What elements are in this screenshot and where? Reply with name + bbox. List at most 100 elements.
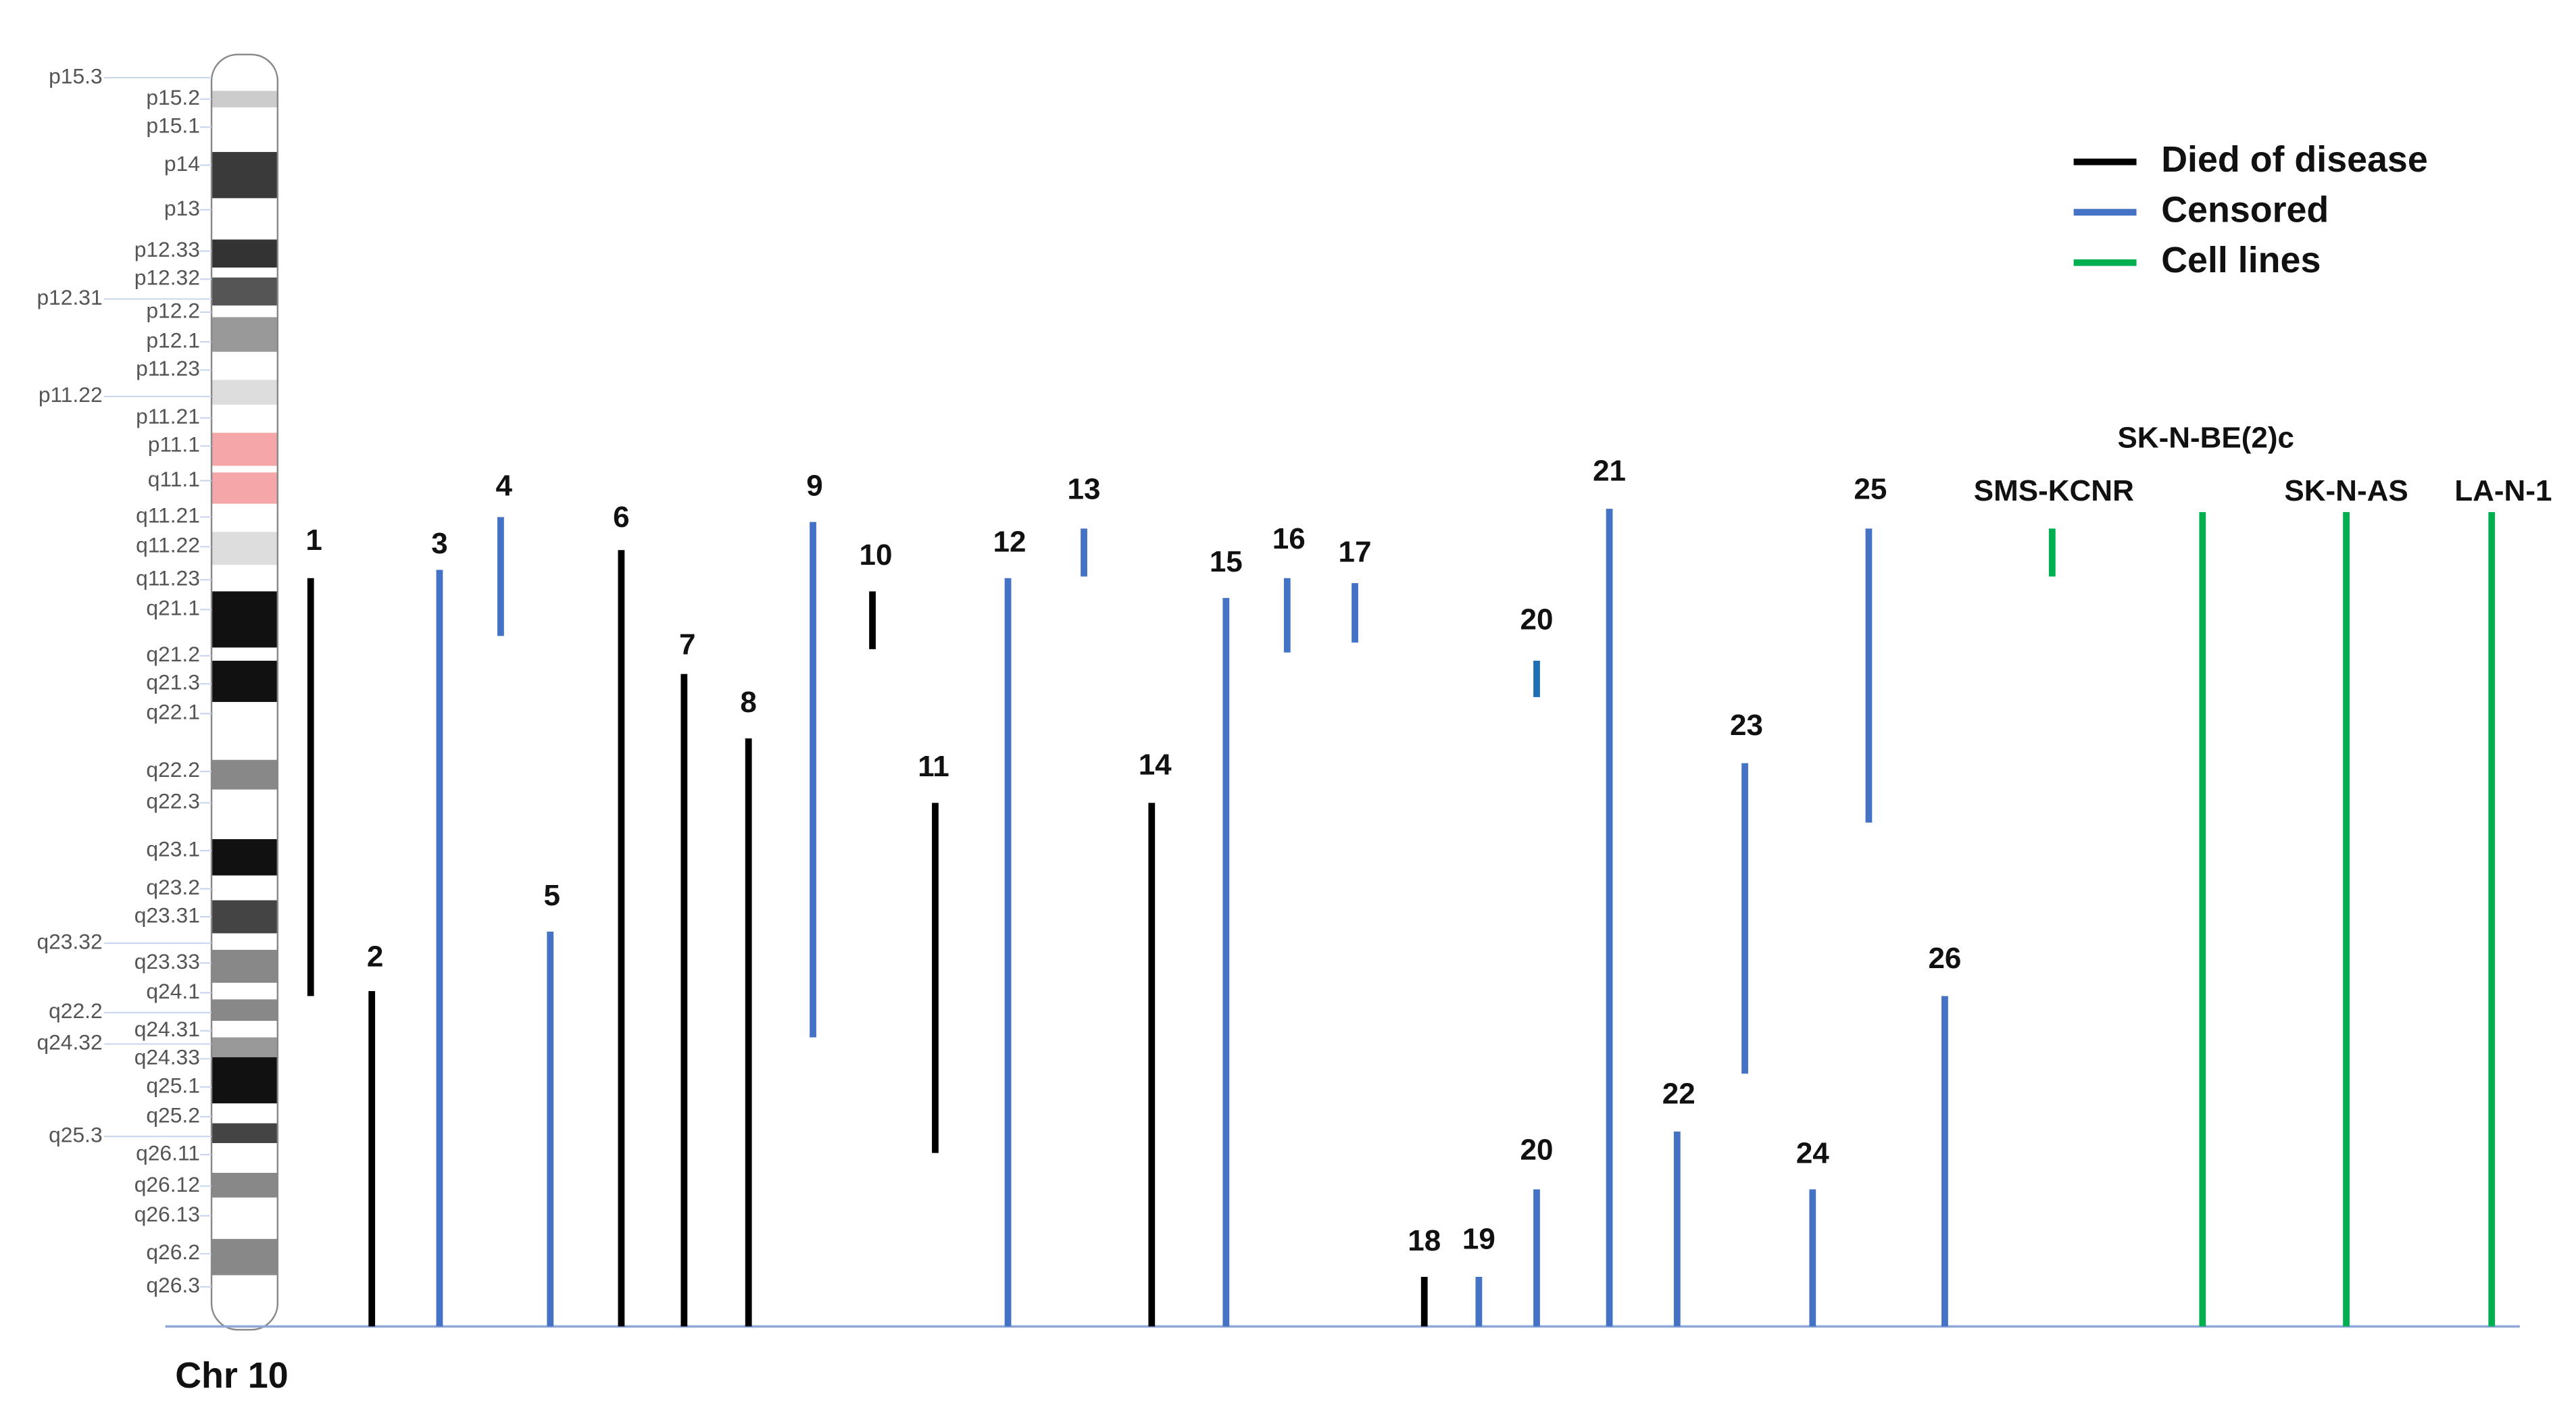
centromere-gap [280,462,291,476]
segment-label: 22 [1662,1077,1695,1110]
band-stripe [212,1103,278,1123]
band-stripe [212,1173,278,1198]
band-stripe [212,949,278,983]
band-stripe [212,702,278,760]
segment-label: 19 [1462,1222,1495,1255]
centromere-gap [198,462,209,476]
segment-label: 12 [993,526,1026,559]
band-label: p11.21 [136,404,200,428]
segment-label: 14 [1139,749,1172,782]
band-stripe [212,277,278,306]
segment-label: 20 [1520,1133,1554,1166]
legend-label: Censored [2161,189,2329,230]
band-stripe [212,591,278,648]
segment-label: 16 [1272,522,1306,555]
band-stripe [212,1037,278,1057]
band-stripe [212,661,278,703]
ideogram [212,54,278,1330]
band-label: q21.3 [146,670,200,695]
segment-label: 23 [1730,709,1763,742]
legend-label: Died of disease [2161,139,2428,180]
legend-label: Cell lines [2161,240,2321,280]
band-stripe [212,839,278,876]
segment-label: 5 [543,879,560,912]
segment-label: 13 [1068,472,1101,505]
band-stripe [212,1197,278,1239]
segment-label: 3 [431,527,447,560]
band-label: p11.22 [39,382,103,407]
segment-label: 7 [679,628,695,661]
band-label: p15.1 [146,113,200,138]
band-stripe [212,789,278,840]
band-stripe [212,107,278,152]
band-label: q25.2 [146,1103,200,1127]
band-label: q24.31 [134,1017,200,1041]
band-label: q24.1 [146,979,200,1003]
segment-label: 26 [1928,942,1961,975]
band-stripe [212,305,278,318]
band-label: p12.2 [146,299,200,323]
band-label: q23.32 [36,930,102,954]
band-label: q23.31 [134,903,200,927]
segment-label: SK-N-BE(2)c [2117,422,2294,455]
band-label: q21.2 [146,642,200,666]
segment-label: 2 [367,940,383,973]
band-label: q21.1 [146,596,200,620]
band-stripe [212,1021,278,1038]
band-stripe [212,999,278,1021]
band-stripe [212,465,278,473]
segment-label: 6 [613,501,629,534]
band-label: q26.13 [134,1202,200,1226]
band-stripe [212,1123,278,1144]
band-label: q23.33 [134,949,200,974]
segment-label: 11 [918,750,949,783]
segment-label: 17 [1339,535,1372,568]
segment-label: SMS-KCNR [1974,474,2134,507]
band-label: p11.1 [148,432,200,457]
band-label: p15.3 [49,64,103,88]
band-stripe [212,875,278,901]
band-stripe [212,1238,278,1276]
band-label: q22.3 [146,789,200,813]
band-stripe [212,57,278,91]
band-label: q26.3 [146,1273,200,1297]
band-stripe [212,1057,278,1104]
band-label: q11.21 [136,503,200,528]
band-label: q22.1 [146,700,200,724]
band-label: q11.23 [136,566,200,590]
band-stripe [212,198,278,240]
segment-label: 9 [806,470,822,503]
band-stripe [212,351,278,380]
band-label: q26.2 [146,1240,200,1264]
band-label: p12.31 [36,285,102,309]
chromosome-name: Chr 10 [175,1355,288,1396]
band-stripe [212,268,278,278]
band-stripe [212,565,278,592]
band-label: p13 [164,196,200,220]
band-label: q24.33 [134,1045,200,1069]
segment-label: 21 [1593,455,1626,488]
band-stripe [212,1275,278,1330]
band-label: p15.2 [146,85,200,109]
segment-label: 15 [1210,545,1243,578]
band-label: q11.22 [136,533,200,557]
band-stripe [212,982,278,1000]
band-stripe [212,472,278,504]
band-stripe [212,432,278,466]
segment-label: SK-N-AS [2284,474,2408,507]
band-label: q22.2 [146,757,200,782]
segment-label: 20 [1520,603,1554,636]
band-label: p12.1 [146,328,200,353]
segment-label: 4 [496,470,513,503]
band-label: q23.1 [146,837,200,861]
segment-label: 1 [305,524,322,557]
band-stripe [212,933,278,950]
band-label: p14 [164,151,200,176]
band-label: q25.1 [146,1073,200,1097]
band-stripe [212,532,278,565]
segment-label: 8 [740,686,756,719]
band-label: p11.23 [136,356,200,380]
band-label: p12.32 [134,266,200,290]
